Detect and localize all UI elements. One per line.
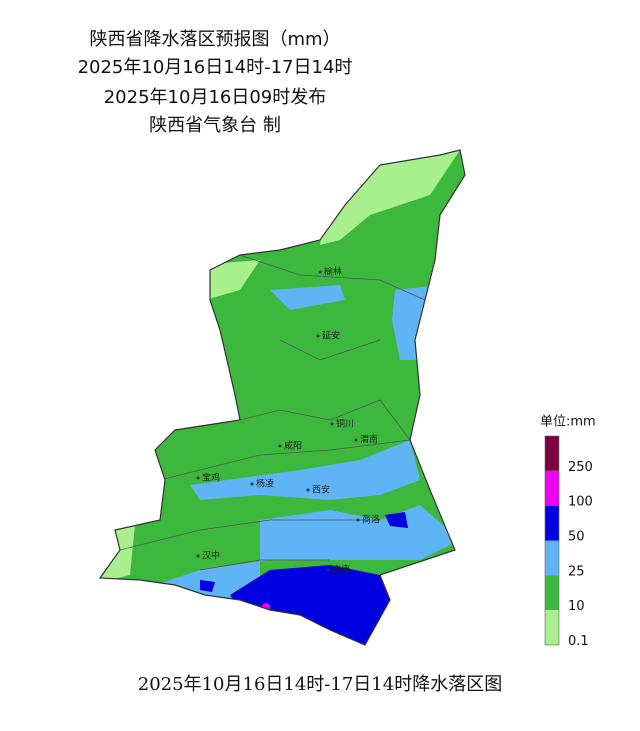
- legend-swatch: [545, 575, 559, 611]
- title-block: 陕西省降水落区预报图（mm） 2025年10月16日14时-17日14时 202…: [78, 29, 353, 136]
- city-label: 榆林: [324, 266, 342, 278]
- city-label: 铜川: [336, 418, 354, 430]
- legend-label: 250: [568, 460, 593, 475]
- city-label: 商洛: [362, 514, 380, 526]
- legend-unit: 单位:mm: [540, 415, 596, 430]
- legend-label: 25: [568, 564, 585, 579]
- period: 2025年10月16日14时-17日14时: [78, 57, 353, 78]
- city-dot: [330, 422, 334, 426]
- zone-25: [190, 440, 420, 500]
- publisher: 陕西省气象台 制: [149, 115, 281, 136]
- caption: 2025年10月16日14时-17日14时降水落区图: [138, 674, 502, 695]
- zone-25: [140, 505, 460, 600]
- city-dot: [316, 334, 320, 338]
- legend-swatch: [545, 470, 559, 506]
- zone-01: [200, 260, 260, 300]
- city-label: 西安: [312, 484, 330, 496]
- legend-label: 50: [568, 530, 585, 545]
- city-label: 渭南: [360, 434, 378, 446]
- title: 陕西省降水落区预报图（mm）: [89, 29, 340, 50]
- city-dot: [196, 476, 200, 480]
- legend-swatch: [545, 610, 559, 645]
- legend-label: 10: [568, 599, 585, 614]
- city-dot: [250, 482, 254, 486]
- city-dot: [278, 444, 282, 448]
- precip-map: [100, 150, 465, 645]
- city-dot: [318, 270, 322, 274]
- city-dot: [326, 568, 330, 572]
- zone-50: [385, 512, 408, 528]
- legend-swatch: [545, 540, 559, 576]
- issued: 2025年10月16日09时发布: [104, 87, 327, 108]
- city-label: 宝鸡: [202, 472, 220, 484]
- zone-50: [230, 565, 390, 645]
- legend-frame: [544, 435, 560, 646]
- city-dot: [356, 518, 360, 522]
- legend-label: 0.1: [568, 634, 589, 649]
- city-label: 延安: [322, 330, 340, 342]
- legend-label: 100: [568, 495, 593, 510]
- city-dot: [196, 554, 200, 558]
- city-label: 杨凌: [256, 478, 274, 490]
- city-label: 咸阳: [284, 440, 302, 452]
- zone-25: [270, 285, 345, 310]
- city-dot: [306, 488, 310, 492]
- legend: 单位:mm 250 100 50 25 10 0.1: [540, 415, 596, 650]
- city-label: 安康: [332, 564, 350, 576]
- legend-swatch: [545, 436, 559, 471]
- city-label: 汉中: [202, 550, 220, 562]
- zone-01: [100, 520, 135, 585]
- zone-50: [200, 580, 215, 592]
- legend-swatch: [545, 505, 559, 541]
- city-dot: [354, 438, 358, 442]
